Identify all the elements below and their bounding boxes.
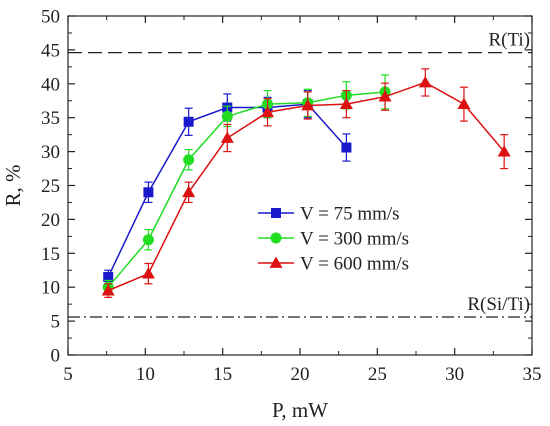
y-tick-label: 30	[41, 142, 60, 163]
x-tick-label: 30	[445, 364, 464, 385]
data-point	[261, 105, 275, 118]
x-tick-label: 15	[213, 364, 232, 385]
y-tick-label: 45	[41, 40, 60, 61]
data-point	[103, 272, 114, 283]
series-3	[101, 68, 511, 298]
data-point	[220, 131, 234, 143]
y-tick-label: 50	[41, 7, 60, 28]
data-point	[378, 90, 392, 102]
x-tick-label: 10	[136, 364, 155, 385]
y-tick-label: 5	[51, 312, 61, 333]
data-point	[341, 142, 352, 153]
x-tick-label: 35	[523, 364, 542, 385]
data-point	[497, 145, 511, 157]
data-point	[339, 97, 353, 110]
legend-item: V = 300 mm/s	[258, 229, 409, 250]
data-point	[457, 97, 471, 110]
data-point	[143, 187, 154, 198]
data-point	[101, 284, 115, 296]
series-line	[107, 91, 386, 288]
y-tick-label: 25	[41, 176, 60, 197]
x-axis-label: P, mW	[272, 398, 328, 422]
legend-label: V = 600 mm/s	[300, 254, 409, 275]
x-tick-label: 5	[63, 364, 73, 385]
x-tick-label: 20	[291, 364, 310, 385]
y-tick-label: 40	[41, 74, 60, 95]
legend-swatch-marker	[270, 232, 282, 244]
data-point	[418, 75, 432, 88]
series-2	[102, 74, 391, 295]
legend: V = 75 mm/s V = 300 mm/s V = 600 mm/s	[258, 204, 409, 275]
legend-swatch-marker	[269, 256, 283, 268]
reference-lines: R(Ti) R(Si/Ti)	[68, 30, 532, 318]
data-point	[182, 185, 196, 198]
data-point	[301, 98, 315, 111]
data-point	[141, 267, 155, 279]
data-point	[221, 110, 233, 122]
y-tick-label: 20	[41, 210, 60, 231]
legend-label: V = 300 mm/s	[300, 229, 409, 250]
series-layer	[101, 68, 511, 298]
reference-line-label: R(Si/Ti)	[467, 294, 530, 315]
legend-item: V = 75 mm/s	[258, 204, 400, 225]
legend-label: V = 75 mm/s	[300, 204, 400, 225]
x-tick-label: 25	[368, 364, 387, 385]
y-tick-label: 15	[41, 244, 60, 265]
y-tick-label: 0	[51, 346, 61, 367]
y-tick-label: 35	[41, 108, 60, 129]
legend-swatch-marker	[271, 208, 281, 218]
reference-line-label: R(Ti)	[488, 30, 530, 51]
data-point	[183, 116, 194, 127]
data-point	[142, 234, 154, 246]
legend-item: V = 600 mm/s	[258, 254, 409, 275]
data-point	[183, 154, 195, 166]
y-tick-label: 10	[41, 278, 60, 299]
y-axis-label: R, %	[1, 165, 25, 207]
